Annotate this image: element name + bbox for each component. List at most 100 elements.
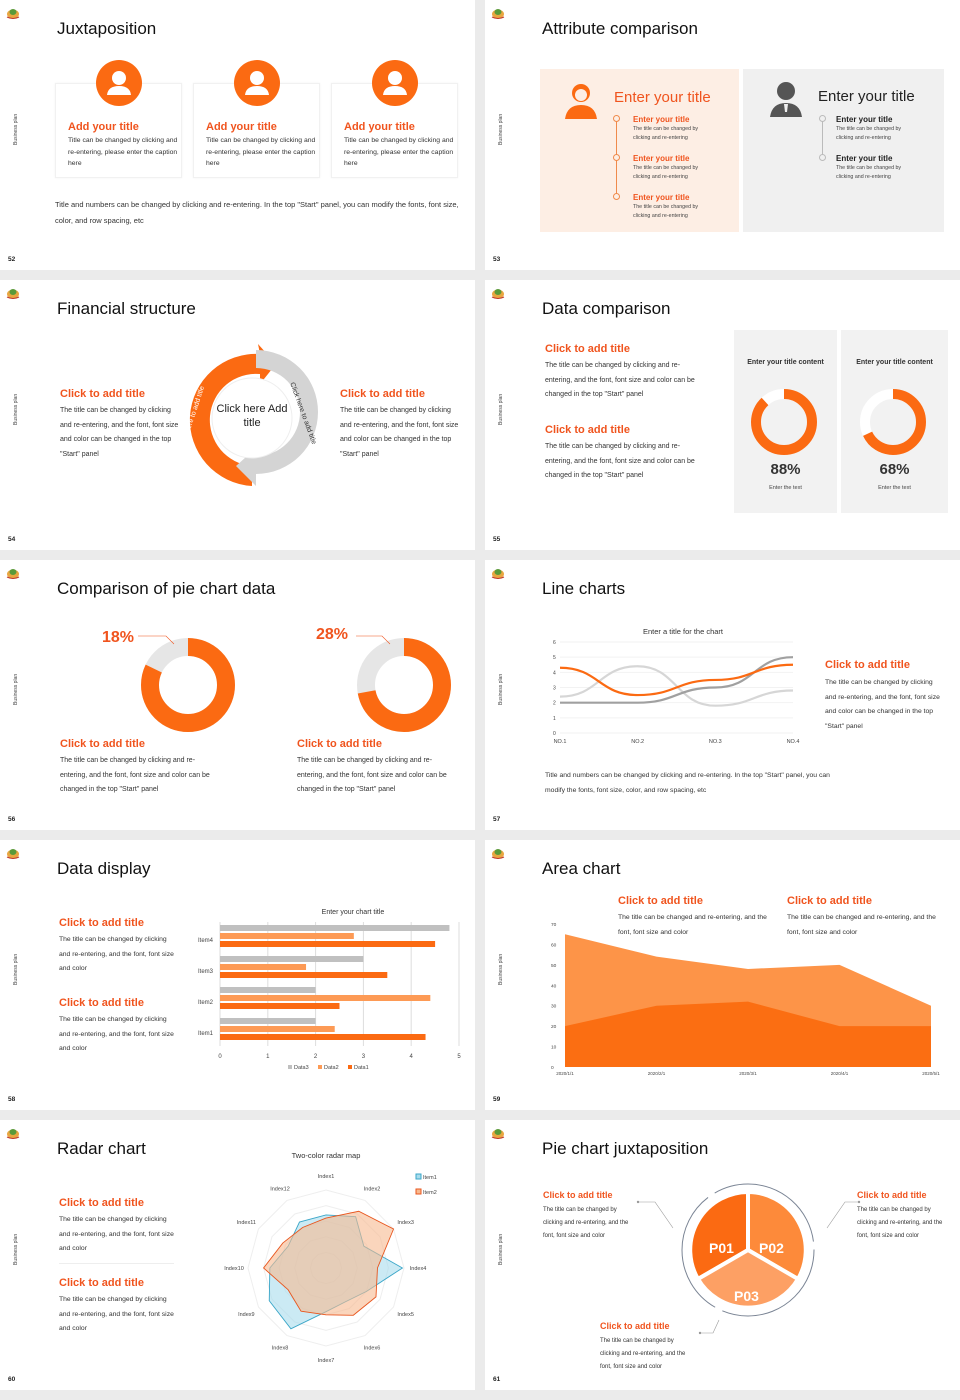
- bar: [220, 972, 388, 978]
- page-number: 57: [493, 816, 501, 823]
- bar: [220, 1003, 340, 1009]
- slide-53[interactable]: Business plan 53 Attribute comparison En…: [485, 0, 960, 270]
- logo-icon: [491, 1126, 505, 1139]
- x-tick-label: 2020/2/1: [648, 1071, 666, 1076]
- item-title: Enter your title: [836, 115, 893, 124]
- page-number: 61: [493, 1376, 501, 1383]
- block-text: The title can be changed by clicking and…: [59, 1016, 174, 1052]
- x-tick-label: 0: [218, 1054, 222, 1060]
- slide-title: Radar chart: [57, 1139, 146, 1158]
- axis-label: Index2: [364, 1186, 381, 1192]
- block-text: The title can be changed by clicking and…: [297, 757, 447, 793]
- radar-series: [262, 1210, 395, 1316]
- donut-value-arc: [860, 389, 926, 455]
- item-text: The title can be changed by clicking and…: [633, 204, 699, 219]
- x-tick-label: NO.3: [709, 739, 722, 745]
- block-title: Click to add title: [857, 1190, 927, 1200]
- axis-label: Index12: [270, 1186, 290, 1192]
- slide-title: Juxtaposition: [57, 19, 157, 38]
- block-text: The title can be changed and re-entering…: [787, 914, 936, 936]
- slide-55[interactable]: Business plan 55 Data comparison Click t…: [485, 280, 960, 550]
- footer-text: Title and numbers can be changed by clic…: [545, 772, 830, 794]
- block-title: Click to add title: [545, 343, 630, 355]
- item-title: Enter your title: [633, 154, 690, 163]
- slide-52[interactable]: Business plan 52 Juxtaposition Add your …: [0, 0, 475, 270]
- bar: [220, 956, 364, 962]
- cycle-diagram: [189, 344, 318, 486]
- y-tick-label: 30: [551, 1004, 557, 1010]
- x-tick-label: NO.1: [554, 739, 567, 745]
- donut-chart: [357, 638, 451, 732]
- block-text: The title can be changed by clicking and…: [59, 1216, 174, 1252]
- item-text: The title can be changed by clicking and…: [836, 126, 902, 141]
- axis-label: Index9: [238, 1312, 255, 1318]
- x-tick-label: 2020/1/1: [556, 1071, 574, 1076]
- y-tick-label: 0: [553, 731, 556, 737]
- y-tick-label: Item1: [198, 1031, 214, 1037]
- slide-59[interactable]: Business plan 59 Area chart 0 10 20 30 40 50 6…: [485, 840, 960, 1110]
- slide-60[interactable]: Business plan 60 Radar chart Click to ad…: [0, 1120, 475, 1390]
- timeline-dot: [819, 154, 826, 161]
- chart-title: Enter your chart title: [322, 909, 385, 916]
- chart-title: Enter a title for the chart: [643, 627, 724, 636]
- axis-label: Index8: [272, 1346, 289, 1352]
- page-number: 60: [8, 1376, 16, 1383]
- page-number: 56: [8, 816, 16, 823]
- side-label: Business plan: [498, 113, 504, 145]
- axis-label: Index6: [364, 1346, 381, 1352]
- panel-caption: Enter the text: [878, 485, 911, 491]
- y-tick-label: 3: [553, 686, 556, 692]
- bar: [220, 964, 307, 970]
- segment-label: P01: [709, 1240, 734, 1256]
- bar: [220, 941, 436, 947]
- timeline: [822, 120, 823, 158]
- timeline-dot: [613, 193, 620, 200]
- slide-58[interactable]: Business plan 58 Data display Click to a…: [0, 840, 475, 1110]
- segment-label: P02: [759, 1240, 784, 1256]
- side-label: Business plan: [498, 393, 504, 425]
- card-title: Add your title: [344, 121, 415, 133]
- legend-label: Data2: [324, 1065, 339, 1071]
- slide-56[interactable]: Business plan 56 Comparison of pie chart…: [0, 560, 475, 830]
- cycle-arrow-left: [189, 344, 276, 486]
- line-chart: Enter a title for the chart 0 1 2 3 4 5 6 NO.1 NO…: [553, 627, 800, 745]
- block-title: Click to add title: [59, 917, 144, 929]
- x-tick-label: NO.4: [787, 739, 800, 745]
- item-text: The title can be changed by clicking and…: [836, 165, 902, 180]
- donut-chart: [751, 389, 817, 455]
- area-chart: 0 10 20 30 40 50 60 70 2020/1/1 2020/2/1 2020/3/1 2…: [551, 922, 940, 1076]
- donut-value-arc: [357, 638, 451, 732]
- y-tick-label: 2: [553, 701, 556, 707]
- segment-p03: [695, 1247, 801, 1310]
- percent-label: 28%: [316, 626, 349, 643]
- page-number: 58: [8, 1096, 16, 1103]
- radar-chart: Two-color radar map Index1 Index2 Index3 Ind…: [224, 1151, 437, 1364]
- bar: [220, 987, 316, 993]
- legend-swatch: [288, 1065, 292, 1069]
- card-title: Add your title: [68, 121, 139, 133]
- side-label: Business plan: [13, 673, 19, 705]
- percent-value: 88%: [770, 461, 801, 478]
- slide-61[interactable]: Business plan 61 Pie chart juxtaposition…: [485, 1120, 960, 1390]
- logo-icon: [6, 1126, 20, 1139]
- legend-label: Item2: [423, 1190, 437, 1196]
- block-title: Click to add title: [825, 659, 910, 671]
- block-text: The title can be changed by clicking and…: [825, 679, 940, 730]
- y-tick-label: 0: [551, 1065, 554, 1071]
- logo-icon: [6, 286, 20, 299]
- slide-57[interactable]: Business plan 57 Line charts Enter a tit…: [485, 560, 960, 830]
- block-text: The title can be changed by clicking and…: [545, 362, 695, 398]
- page-number: 53: [493, 256, 501, 263]
- block-title: Click to add title: [59, 1197, 144, 1209]
- block-text: The title can be changed by clicking and…: [60, 757, 210, 793]
- y-tick-label: 1: [553, 716, 556, 722]
- slide-54[interactable]: Business plan 54 Financial structure Cli…: [0, 280, 475, 550]
- slide-title: Data comparison: [542, 299, 671, 318]
- female-person-icon: [565, 84, 597, 119]
- legend-label: Data1: [354, 1065, 369, 1071]
- x-tick-label: 2020/5/1: [922, 1071, 940, 1076]
- block-text: The title can be changed by clicking and…: [59, 936, 174, 972]
- axis-label: Index7: [318, 1358, 335, 1364]
- x-tick-label: 2020/4/1: [831, 1071, 849, 1076]
- card-title: Add your title: [206, 121, 277, 133]
